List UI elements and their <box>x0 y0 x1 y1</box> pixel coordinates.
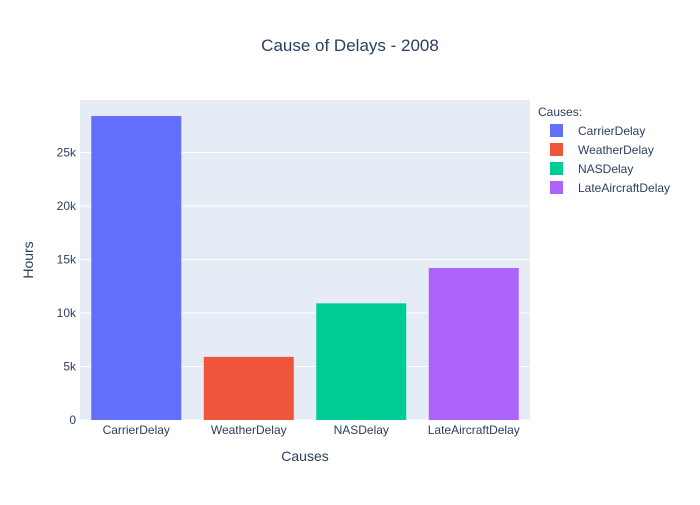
y-tick-label: 5k <box>63 359 77 373</box>
legend-items: CarrierDelay WeatherDelay NASDelay LateAirc… <box>550 124 670 195</box>
x-axis-title: Causes <box>281 448 328 464</box>
chart-title: Cause of Delays - 2008 <box>261 36 439 55</box>
bar-lateaircraftdelay[interactable] <box>428 268 519 420</box>
bar-weatherdelay[interactable] <box>203 356 294 420</box>
legend-title: Causes: <box>538 105 582 119</box>
legend-swatch[interactable] <box>550 162 563 175</box>
bar-carrierdelay[interactable] <box>91 116 182 420</box>
y-tick-label: 15k <box>57 252 77 266</box>
x-tick-label: NASDelay <box>334 423 389 437</box>
y-tick-label: 0 <box>69 413 76 427</box>
legend: Causes: CarrierDelay WeatherDelay NASDelay… <box>538 105 670 195</box>
y-axis-title: Hours <box>20 241 36 278</box>
legend-swatch[interactable] <box>550 143 563 156</box>
y-tick-label: 10k <box>57 306 77 320</box>
legend-swatch[interactable] <box>550 124 563 137</box>
y-tick-label: 20k <box>57 199 77 213</box>
x-tick-label: WeatherDelay <box>211 423 287 437</box>
bars <box>91 116 519 420</box>
x-tick-label: CarrierDelay <box>103 423 170 437</box>
legend-label[interactable]: NASDelay <box>578 162 633 176</box>
x-tick-labels: CarrierDelay WeatherDelay NASDelay LateAirc… <box>103 423 520 437</box>
y-tick-labels: 0 5k 10k 15k 20k 25k <box>57 145 77 427</box>
bar-nasdelay[interactable] <box>316 303 407 420</box>
legend-label[interactable]: WeatherDelay <box>578 143 654 157</box>
y-tick-label: 25k <box>57 145 77 159</box>
legend-swatch[interactable] <box>550 181 563 194</box>
x-tick-label: LateAircraftDelay <box>428 423 520 437</box>
legend-label[interactable]: LateAircraftDelay <box>578 181 670 195</box>
legend-label[interactable]: CarrierDelay <box>578 124 645 138</box>
